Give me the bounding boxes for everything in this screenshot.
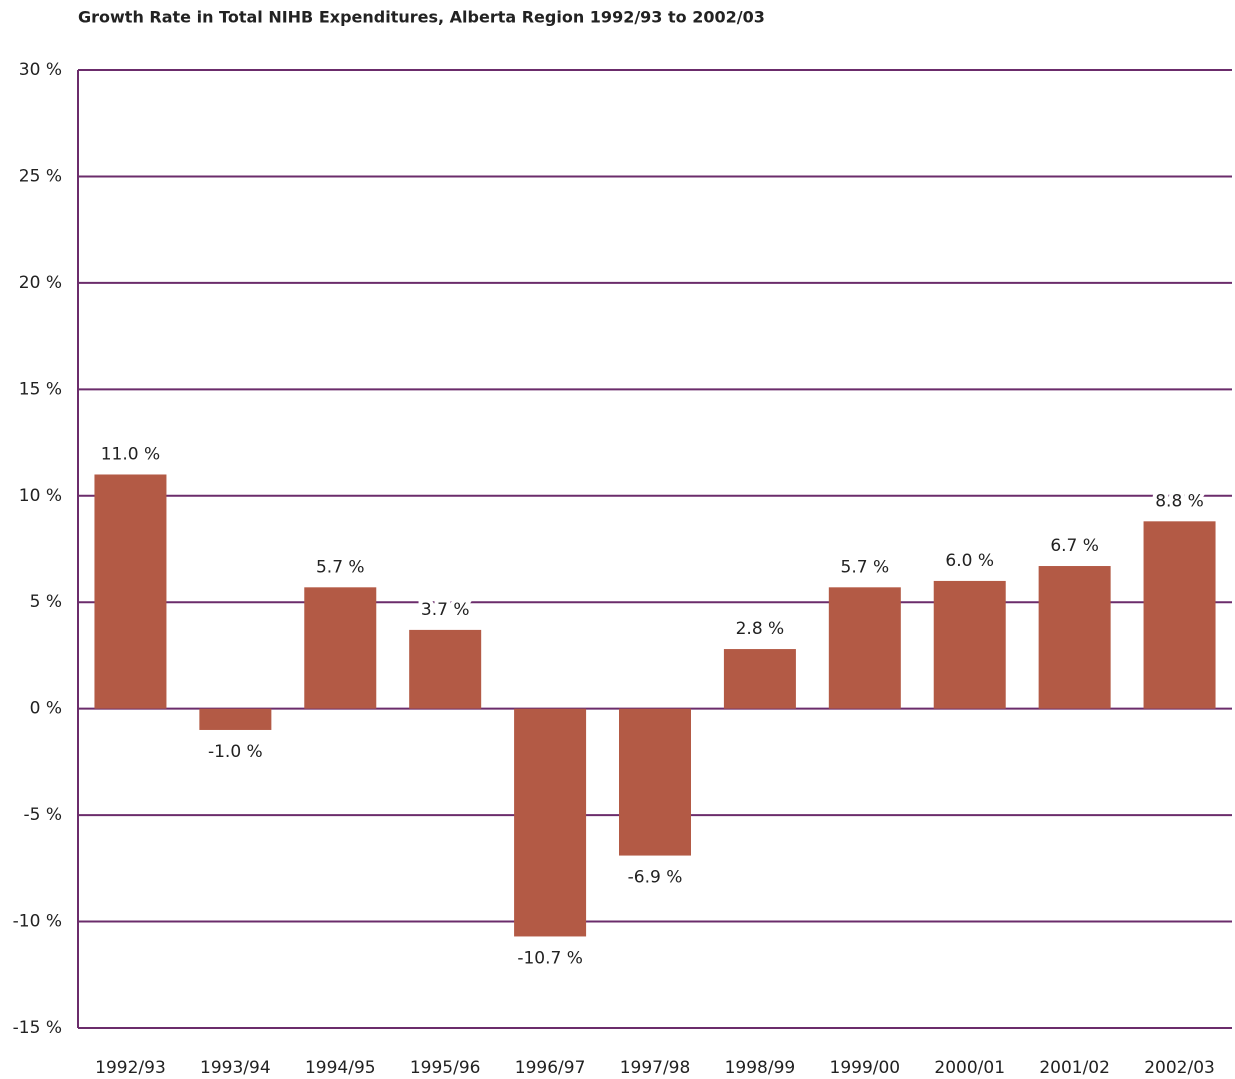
bar: [94, 474, 167, 709]
y-tick-label: 0 %: [30, 699, 62, 719]
y-tick-label: 20 %: [19, 273, 62, 293]
bar: [619, 708, 691, 856]
x-tick-label: 1999/00: [830, 1058, 901, 1078]
value-label: 5.7 %: [841, 557, 890, 577]
x-tick-label: 1995/96: [410, 1058, 481, 1078]
x-tick-label: 2000/01: [934, 1058, 1005, 1078]
value-label: -6.9 %: [628, 868, 683, 888]
value-label: -1.0 %: [208, 742, 263, 762]
x-tick-label: 1994/95: [305, 1058, 376, 1078]
bar: [933, 580, 1006, 709]
x-tick-label: 1998/99: [725, 1058, 796, 1078]
bar: [514, 708, 587, 937]
bar: [199, 708, 272, 730]
x-tick-label: 1997/98: [620, 1058, 691, 1078]
value-label: 5.7 %: [316, 557, 365, 577]
value-label: 3.7 %: [421, 600, 470, 620]
bar: [828, 587, 901, 709]
y-tick-label: 10 %: [19, 486, 62, 506]
y-tick-label: -10 %: [13, 912, 62, 932]
bar: [409, 629, 482, 709]
x-tick-label: 1996/97: [515, 1058, 586, 1078]
x-tick-label: 2002/03: [1144, 1058, 1215, 1078]
value-label: 8.8 %: [1155, 491, 1204, 511]
y-tick-label: 15 %: [19, 379, 62, 399]
chart-title: Growth Rate in Total NIHB Expenditures, …: [78, 8, 765, 27]
value-label: 6.7 %: [1050, 536, 1099, 556]
x-tick-label: 1992/93: [95, 1058, 166, 1078]
bar: [1038, 566, 1111, 709]
value-label: 11.0 %: [101, 444, 160, 464]
y-tick-label: -15 %: [13, 1018, 62, 1038]
y-tick-label: -5 %: [23, 805, 62, 825]
x-tick-label: 1993/94: [200, 1058, 271, 1078]
value-label: -10.7 %: [517, 948, 583, 968]
value-label: 2.8 %: [736, 619, 785, 639]
y-tick-label: 30 %: [19, 60, 62, 80]
value-label: 6.0 %: [945, 551, 994, 571]
x-tick-label: 2001/02: [1039, 1058, 1110, 1078]
bar: [1143, 521, 1216, 709]
y-tick-label: 25 %: [19, 166, 62, 186]
y-tick-label: 5 %: [30, 592, 62, 612]
bar: [304, 587, 377, 709]
bar: [723, 649, 796, 709]
